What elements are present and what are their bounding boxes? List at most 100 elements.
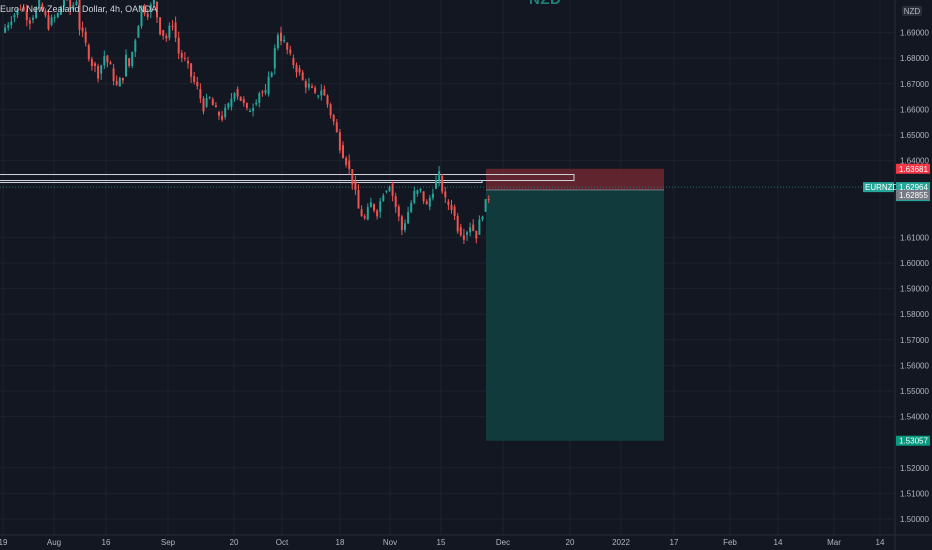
candle-body xyxy=(121,77,124,81)
candle-body xyxy=(221,115,224,120)
candle-body xyxy=(47,15,50,30)
entry-tag[interactable] xyxy=(896,189,930,200)
candle-body xyxy=(478,219,481,235)
candle-body xyxy=(224,107,227,118)
candle-body xyxy=(286,42,289,50)
x-tick-label: 19 xyxy=(0,538,8,547)
x-tick-label: 20 xyxy=(566,538,575,547)
candle-body xyxy=(44,10,47,16)
candle-body xyxy=(233,93,236,99)
candle-body xyxy=(174,22,177,38)
candle-body xyxy=(125,54,127,77)
candle-body xyxy=(320,90,323,96)
candle-body xyxy=(25,10,28,21)
x-tick-label: 16 xyxy=(102,538,111,547)
candle-body xyxy=(466,232,468,235)
candle-body xyxy=(159,17,162,35)
candle-body xyxy=(335,122,338,133)
candle-body xyxy=(391,183,394,197)
candle-body xyxy=(211,99,214,106)
candle-body xyxy=(258,93,261,103)
candle-body xyxy=(75,2,78,5)
candle-body xyxy=(146,13,149,18)
x-tick-label: Dec xyxy=(496,538,510,547)
x-tick-label: Aug xyxy=(47,538,61,547)
take-profit-tag[interactable] xyxy=(896,435,930,446)
candle-body xyxy=(109,62,112,65)
y-tick-label: 1.58000 xyxy=(900,310,929,319)
candle-body xyxy=(301,72,304,81)
y-tick-label: 1.52000 xyxy=(900,464,929,473)
candle-body xyxy=(143,7,146,14)
candle-body xyxy=(131,51,134,66)
candle-body xyxy=(283,39,286,42)
last-price-label: 1.62964 xyxy=(899,183,928,192)
candle-body xyxy=(41,4,44,11)
candle-body xyxy=(196,81,199,87)
candle-body xyxy=(90,59,93,67)
x-tick-label: Oct xyxy=(276,538,289,547)
y-tick-label: 1.50000 xyxy=(900,515,929,524)
symbol-tag-label: EURNZD xyxy=(865,183,899,192)
candle-body xyxy=(270,72,273,77)
candle-body xyxy=(162,30,165,36)
candle-body xyxy=(360,209,363,217)
candle-body xyxy=(407,212,410,224)
candle-body xyxy=(28,20,31,24)
candle-body xyxy=(481,216,484,220)
candle-body xyxy=(444,191,447,198)
stop-loss-zone xyxy=(486,168,664,190)
candle-body xyxy=(35,7,38,18)
candle-body xyxy=(292,58,295,66)
candle-body xyxy=(97,66,100,79)
x-tick-label: 18 xyxy=(336,538,345,547)
candle-body xyxy=(208,97,211,99)
candle-body xyxy=(267,76,270,95)
symbol-tag[interactable] xyxy=(863,182,894,193)
candle-body xyxy=(261,91,264,93)
candle-body xyxy=(264,90,267,93)
candle-body xyxy=(134,40,137,52)
entry-tag-label: 1.62855 xyxy=(899,191,928,200)
candle-body xyxy=(329,104,332,116)
candle-body xyxy=(128,58,131,66)
y-tick-label: 1.56000 xyxy=(900,361,929,370)
candle-body xyxy=(484,199,487,212)
y-tick-label: 1.61000 xyxy=(900,233,929,242)
symbol-legend[interactable]: Euro / New Zealand Dollar, 4h, OANDA xyxy=(0,4,158,14)
candle-body xyxy=(10,21,13,25)
candle-body xyxy=(475,230,478,239)
candle-body xyxy=(214,105,217,108)
candle-body xyxy=(7,24,10,28)
candle-body xyxy=(4,27,7,33)
candle-body xyxy=(81,27,84,32)
stop-loss-tag[interactable] xyxy=(896,163,930,174)
candle-body xyxy=(357,190,360,209)
x-tick-label: Feb xyxy=(723,538,737,547)
x-tick-label: 15 xyxy=(437,538,446,547)
candle-body xyxy=(230,98,233,107)
candle-body xyxy=(59,6,62,15)
candle-body xyxy=(379,201,382,212)
candle-body xyxy=(22,7,25,11)
candle-body xyxy=(388,187,391,192)
candle-body xyxy=(422,191,425,202)
candle-body xyxy=(373,204,375,211)
candle-body xyxy=(16,8,19,15)
candle-body xyxy=(205,97,208,107)
candle-body xyxy=(410,202,413,212)
candle-body xyxy=(382,195,385,202)
candle-body xyxy=(183,57,186,59)
y-tick-label: 1.68000 xyxy=(900,54,929,63)
candle-body xyxy=(431,193,434,198)
candle-body xyxy=(140,5,143,27)
candle-body xyxy=(323,88,326,96)
candle-body xyxy=(363,216,366,219)
candle-body xyxy=(242,99,245,104)
candle-body xyxy=(165,35,168,39)
currency-badge-label: NZD xyxy=(904,7,921,16)
candle-body xyxy=(428,197,431,207)
candle-body xyxy=(413,191,416,203)
